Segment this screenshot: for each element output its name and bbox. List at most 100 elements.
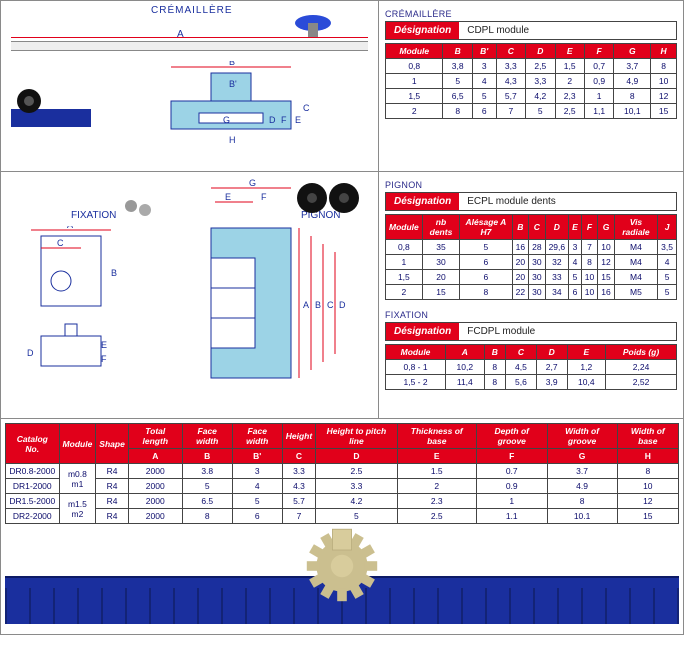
cell: 3 xyxy=(569,240,582,255)
cell: 3,9 xyxy=(536,375,567,390)
section-label-cremaillere: CRÉMAILLÈRE xyxy=(385,9,677,19)
cell: 2.5 xyxy=(397,509,476,524)
cell: R4 xyxy=(96,509,129,524)
cell: 5 xyxy=(443,74,472,89)
col-subheader: C xyxy=(282,449,315,464)
wingnut-icon xyxy=(288,3,338,43)
cell: 3.3 xyxy=(316,479,397,494)
col-header: Poids (g) xyxy=(606,345,677,360)
col-header: E xyxy=(555,44,584,59)
cell: 15 xyxy=(422,285,459,300)
cell: DR0.8-2000 xyxy=(6,464,60,479)
svg-text:B: B xyxy=(111,268,117,278)
table-row: 13062030324812M44 xyxy=(386,255,677,270)
cell: 28 xyxy=(529,240,545,255)
cell: 35 xyxy=(422,240,459,255)
cell: 16 xyxy=(598,285,614,300)
cell: 8 xyxy=(484,375,505,390)
cell: 15 xyxy=(617,509,678,524)
cell: 4.3 xyxy=(282,479,315,494)
diagram-pignon-fixation: FIXATION PIGNON A C B D E F xyxy=(1,172,379,418)
cell: 2000 xyxy=(128,464,182,479)
cell: 5 xyxy=(232,494,282,509)
col-header: nb dents xyxy=(422,215,459,240)
col-header: Width of groove xyxy=(547,424,617,449)
table-row: 0,83,833,32,51,50,73,78 xyxy=(386,59,677,74)
cell: 30 xyxy=(529,285,545,300)
cell: 7 xyxy=(581,240,597,255)
section-label-fixation: FIXATION xyxy=(385,310,677,320)
table-row: 215822303461016M55 xyxy=(386,285,677,300)
cell: 4,3 xyxy=(496,74,525,89)
cell: 5,6 xyxy=(506,375,537,390)
pignon-fixation-panel: PIGNON Désignation ECPL module dents Mod… xyxy=(379,172,683,418)
svg-text:D: D xyxy=(269,115,276,125)
cell: 6,5 xyxy=(443,89,472,104)
cell: 1,5 xyxy=(386,270,423,285)
col-header: D xyxy=(526,44,555,59)
cell: M4 xyxy=(614,240,657,255)
cell: 1,5 xyxy=(555,59,584,74)
cell: 6 xyxy=(460,270,512,285)
cell: 29,6 xyxy=(545,240,569,255)
designation-label: Désignation xyxy=(386,323,459,340)
cell: 8 xyxy=(484,360,505,375)
cell: DR1-2000 xyxy=(6,479,60,494)
cell: 3,5 xyxy=(658,240,677,255)
svg-text:H: H xyxy=(229,135,236,145)
cell: 4.2 xyxy=(316,494,397,509)
cell: 10 xyxy=(598,240,614,255)
col-subheader: F xyxy=(476,449,547,464)
cell: 2.5 xyxy=(316,464,397,479)
col-header: Face width xyxy=(232,424,282,449)
cell: 2000 xyxy=(128,509,182,524)
col-header: E xyxy=(569,215,582,240)
col-header: G xyxy=(598,215,614,240)
svg-text:B': B' xyxy=(229,79,237,89)
col-header: Module xyxy=(386,345,446,360)
table-row: DR2-2000R4200086752.51.110.115 xyxy=(6,509,679,524)
col-header: J xyxy=(658,215,677,240)
table-catalog: Catalog No.ModuleShapeTotal lengthFace w… xyxy=(5,423,679,524)
section-label-pignon: PIGNON xyxy=(385,180,677,190)
svg-text:G: G xyxy=(249,178,256,188)
cell: 6 xyxy=(472,104,496,119)
cell-module: m1.5m2 xyxy=(59,494,96,524)
cell: 2 xyxy=(397,479,476,494)
svg-text:C: C xyxy=(327,300,334,310)
cell: 4,5 xyxy=(506,360,537,375)
cell: 6.5 xyxy=(182,494,232,509)
col-header: Module xyxy=(386,44,443,59)
designation-label: Désignation xyxy=(386,193,459,210)
table-row: 1,520620303351015M45 xyxy=(386,270,677,285)
cell: 10,4 xyxy=(567,375,605,390)
col-header: C xyxy=(506,345,537,360)
col-subheader: D xyxy=(316,449,397,464)
cell: 3 xyxy=(472,59,496,74)
cell: 5 xyxy=(658,270,677,285)
cell: 10 xyxy=(581,285,597,300)
designation-label: Désignation xyxy=(386,22,459,39)
fixation-title: FIXATION xyxy=(71,210,116,221)
cell: 5 xyxy=(316,509,397,524)
cell: R4 xyxy=(96,494,129,509)
cell: 4 xyxy=(569,255,582,270)
table-row: DR0.8-2000m0.8m1R420003.833.32.51.50.73.… xyxy=(6,464,679,479)
cell: 4,9 xyxy=(614,74,651,89)
cell: 7 xyxy=(496,104,525,119)
cell: 3,8 xyxy=(443,59,472,74)
cell: 12 xyxy=(651,89,677,104)
gear-photo-icon xyxy=(7,69,97,139)
cell: 8 xyxy=(182,509,232,524)
cell: 6 xyxy=(569,285,582,300)
cell: 2000 xyxy=(128,479,182,494)
col-header: C xyxy=(496,44,525,59)
col-header: Thickness of base xyxy=(397,424,476,449)
cell: 0,9 xyxy=(584,74,613,89)
table-row: DR1.5-2000m1.5m2R420006.555.74.22.31812 xyxy=(6,494,679,509)
cell: 5.7 xyxy=(282,494,315,509)
designation-value: FCDPL module xyxy=(459,323,676,340)
svg-text:C: C xyxy=(303,103,310,113)
table-row: 1,5 - 211,485,63,910,42,52 xyxy=(386,375,677,390)
col-header: Height to pitch line xyxy=(316,424,397,449)
